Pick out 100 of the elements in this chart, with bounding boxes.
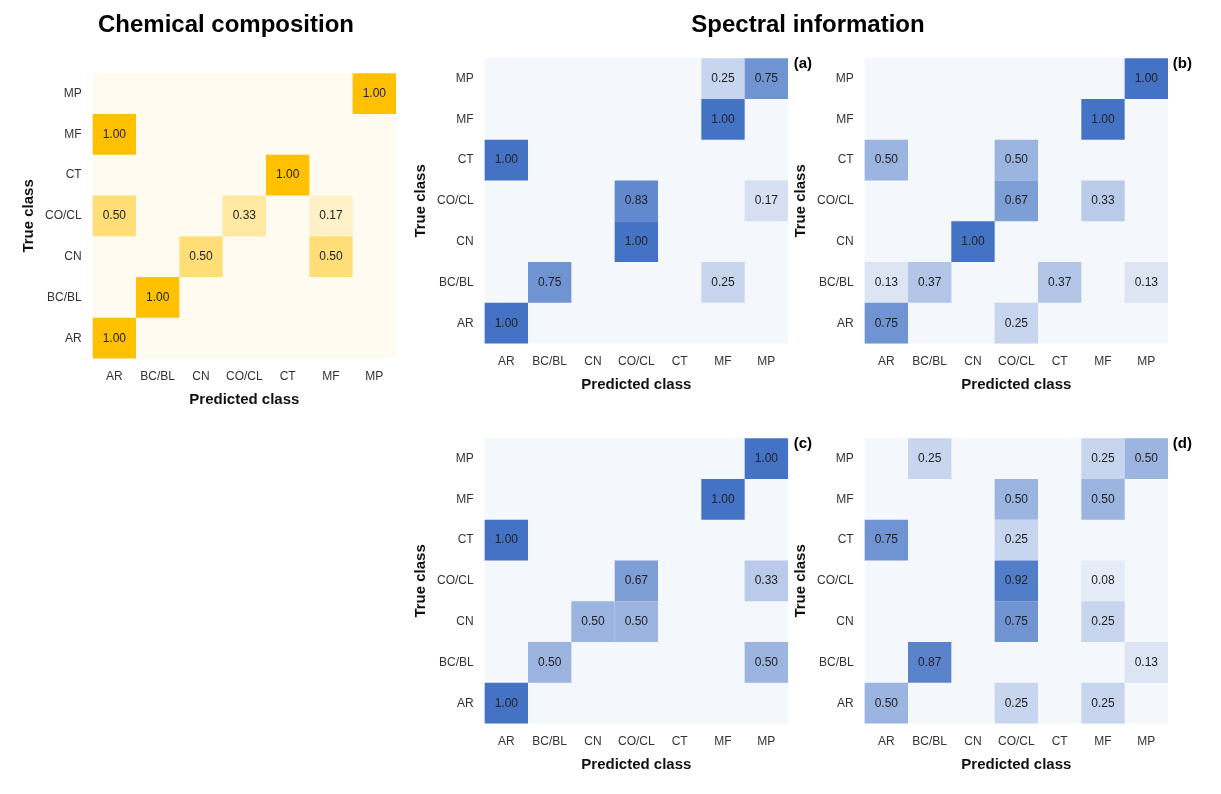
x-tick-label: AR [878,734,896,749]
data-label: 0.25 [1004,695,1029,710]
x-tick-label: BC/BL [912,734,948,749]
data-label: 0.75 [537,274,562,289]
data-label: 1.00 [624,233,649,248]
x-tick-label: CN [584,734,602,749]
x-tick-label: CN [192,369,210,384]
x-axis-title: Predicted class [189,390,300,408]
data-label: 0.08 [1091,573,1115,588]
data-label: 0.25 [917,450,942,465]
data-label: 0.50 [537,654,562,669]
data-label: 1.00 [494,532,519,547]
y-tick-label: CN [456,613,474,628]
y-tick-label: MF [456,111,474,126]
chart-title: Spectral information [690,10,926,38]
x-tick-label: AR [106,369,124,384]
y-axis-title: True class [411,164,429,238]
x-tick-label: MF [1094,734,1112,749]
x-tick-label: CT [671,354,689,369]
y-axis-title: True class [791,544,809,618]
data-label: 0.50 [874,152,899,167]
y-axis-title: True class [19,179,37,253]
y-tick-label: CN [456,233,474,248]
x-tick-label: AR [498,354,516,369]
y-tick-label: MP [63,85,82,100]
y-tick-label: CT [65,167,83,182]
data-label: 0.50 [319,248,343,263]
x-tick-label: CO/CL [617,354,655,369]
y-tick-label: MF [836,491,854,506]
data-label: 0.50 [189,248,214,263]
x-tick-label: BC/BL [532,354,568,369]
data-label: 1.00 [961,233,986,248]
x-tick-label: BC/BL [912,354,948,369]
y-tick-label: CT [457,532,475,547]
y-axis-title: True class [791,164,809,238]
y-tick-label: MP [455,70,474,85]
data-label: 0.37 [917,274,942,289]
y-tick-label: MP [835,450,854,465]
data-label: 0.25 [711,70,735,85]
y-tick-label: CO/CL [436,573,474,588]
y-tick-label: AR [837,695,855,710]
y-tick-label: BC/BL [818,654,854,669]
data-label: 0.83 [624,193,649,208]
y-tick-label: CO/CL [44,208,82,223]
text: (a) [793,54,812,71]
data-label: 0.75 [874,532,899,547]
y-tick-label: BC/BL [818,274,854,289]
data-label: 1.00 [102,126,127,141]
y-tick-label: MF [64,126,82,141]
data-label: 0.25 [1091,695,1115,710]
data-label: 0.25 [1091,613,1115,628]
data-label: 0.75 [754,70,779,85]
y-tick-label: BC/BL [438,654,474,669]
text: (d) [1172,434,1192,451]
x-tick-label: MF [322,369,340,384]
chart-title: Chemical composition [96,10,355,38]
data-label: 1.00 [711,111,735,126]
x-tick-label: MP [757,354,776,369]
y-tick-label: AR [837,315,855,330]
y-tick-label: CO/CL [436,193,474,208]
data-label: 0.25 [1004,532,1029,547]
y-tick-label: MP [455,450,474,465]
x-tick-label: CT [1051,734,1069,749]
data-label: 1.00 [754,450,779,465]
y-tick-label: CN [836,233,854,248]
data-label: 0.33 [754,573,779,588]
y-tick-label: MP [835,70,854,85]
x-axis-title: Predicted class [961,755,1072,773]
x-tick-label: CO/CL [997,354,1035,369]
data-label: 0.50 [1091,491,1115,506]
x-axis-title: Predicted class [581,755,692,773]
data-label: 0.13 [1134,654,1159,669]
data-label: 0.17 [754,193,779,208]
x-axis-title: Predicted class [961,375,1072,393]
data-label: 1.00 [494,695,519,710]
x-tick-label: MF [714,734,732,749]
data-label: 0.13 [874,274,899,289]
data-label: 0.33 [1091,193,1115,208]
y-tick-label: CO/CL [816,193,854,208]
text: (c) [793,434,812,451]
data-label: 0.75 [1004,613,1029,628]
data-label: 0.13 [1134,274,1159,289]
data-label: 0.25 [1004,315,1029,330]
x-tick-label: CN [964,354,982,369]
data-label: 0.25 [1091,450,1115,465]
x-tick-label: BC/BL [140,369,176,384]
data-label: 0.75 [874,315,899,330]
x-tick-label: CN [584,354,602,369]
data-label: 1.00 [494,152,519,167]
text: (b) [1172,54,1192,71]
data-label: 1.00 [1091,111,1115,126]
data-label: 0.50 [102,208,127,223]
data-label: 0.50 [1004,152,1029,167]
x-tick-label: CO/CL [225,369,263,384]
data-label: 1.00 [275,167,300,182]
x-tick-label: CO/CL [617,734,655,749]
y-tick-label: MF [836,111,854,126]
data-label: 0.67 [1004,193,1029,208]
x-tick-label: CT [671,734,689,749]
data-label: 0.67 [624,573,649,588]
